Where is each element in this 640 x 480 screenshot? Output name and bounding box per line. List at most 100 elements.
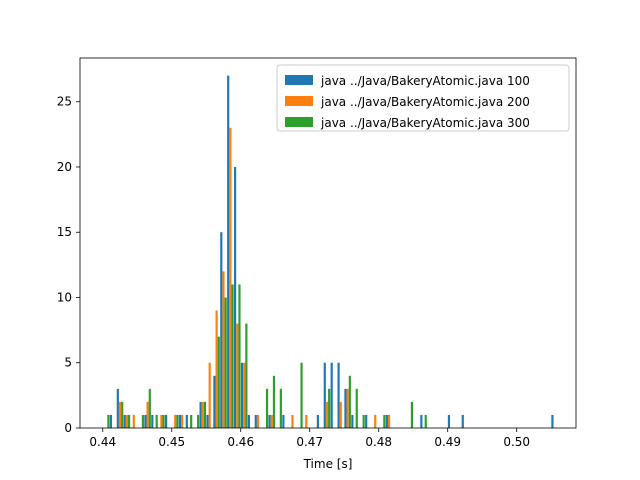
bar-series-3-24: [383, 414, 386, 428]
bar-series-1-9: [206, 414, 209, 428]
bar-series-2-3: [146, 401, 149, 428]
legend-label-3: java ../Java/BakeryAtomic.java 300: [320, 116, 530, 130]
bar-series-1-14: [240, 362, 244, 428]
bar-series-2-0: [118, 401, 122, 428]
y-tick-label: 5: [64, 356, 72, 370]
legend-swatch-1: [285, 75, 313, 85]
bar-series-2-13: [243, 362, 246, 428]
y-tick-label: 15: [57, 225, 72, 239]
bar-series-2-18: [325, 401, 329, 428]
bar-series-2-5: [174, 414, 177, 428]
bar-series-3-2: [128, 414, 131, 428]
bar-series-2-12: [236, 323, 239, 428]
bar-series-1-12: [227, 75, 230, 429]
bar-series-2-16: [291, 414, 294, 428]
bar-series-3-1: [121, 401, 124, 428]
bar-series-3-16: [265, 388, 269, 428]
x-tick-label: 0.47: [296, 435, 323, 449]
bar-series-1-27: [420, 414, 423, 428]
bar-series-1-13: [234, 166, 237, 429]
bar-series-1-2: [123, 414, 126, 428]
bar-series-1-30: [551, 414, 554, 428]
bar-series-3-15: [245, 323, 248, 428]
bar-series-1-17: [268, 414, 271, 428]
bar-series-3-23: [362, 414, 365, 428]
legend: java ../Java/BakeryAtomic.java 100 java .…: [276, 64, 570, 132]
bar-series-2-17: [305, 414, 308, 428]
bar-series-3-14: [238, 284, 241, 428]
bar-series-3-5: [155, 414, 158, 428]
bar-series-2-10: [222, 271, 225, 428]
bar-series-1-4: [151, 414, 154, 428]
x-tick-label: 0.44: [89, 435, 116, 449]
bar-series-3-11: [217, 336, 220, 428]
bar-series-3-13: [231, 284, 234, 428]
y-tick-label: 10: [57, 290, 72, 304]
bar-series-1-21: [330, 362, 333, 428]
bar-series-1-20: [323, 362, 326, 428]
bar-series-2-1: [125, 414, 128, 428]
bar-series-1-18: [282, 414, 285, 428]
bar-series-2-20: [346, 388, 349, 428]
bar-series-3-12: [224, 297, 227, 428]
bar-series-2-2: [132, 414, 135, 428]
bar-series-2-7: [201, 401, 204, 428]
bar-series-3-22: [355, 388, 358, 428]
y-ticks: 0 5 10 15 20 25: [57, 95, 80, 435]
bar-series-1-26: [385, 414, 388, 428]
bar-series-1-25: [365, 414, 368, 428]
bar-series-1-5: [165, 414, 168, 428]
bar-series-2-15: [270, 414, 273, 428]
bar-series-1-19: [316, 414, 319, 428]
bar-series-3-0: [107, 414, 110, 428]
bar-series-2-22: [387, 414, 391, 428]
bar-series-2-14: [256, 414, 260, 428]
bar-series-2-4: [160, 414, 163, 428]
legend-box: [276, 64, 570, 132]
bar-series-1-10: [213, 375, 216, 428]
bar-series-3-17: [272, 375, 276, 428]
bar-series-3-7: [176, 414, 179, 428]
x-tick-label: 0.46: [227, 435, 254, 449]
bar-series-3-21: [348, 375, 351, 428]
x-tick-label: 0.50: [503, 435, 530, 449]
bar-series-3-19: [300, 362, 303, 428]
bar-series-3-10: [203, 401, 207, 428]
x-tick-label: 0.48: [365, 435, 392, 449]
bar-series-2-8: [208, 362, 211, 428]
bar-series-3-3: [141, 414, 144, 428]
bar-series-1-29: [461, 414, 464, 428]
bar-series-1-6: [178, 414, 181, 428]
bar-series-1-15: [247, 414, 250, 428]
bar-series-2-11: [229, 127, 232, 428]
y-tick-label: 25: [57, 95, 72, 109]
x-axis-label: Time [s]: [303, 457, 353, 471]
legend-label-1: java ../Java/BakeryAtomic.java 100: [320, 74, 530, 88]
axes-layer: [79, 57, 577, 429]
x-tick-label: 0.45: [158, 435, 185, 449]
bar-series-3-6: [162, 414, 165, 428]
bar-series-2-6: [181, 414, 184, 428]
bar-series-1-0: [109, 414, 113, 428]
y-tick-label: 20: [57, 160, 72, 174]
bar-series-3-9: [196, 414, 200, 428]
bar-series-3-25: [410, 401, 414, 428]
bar-series-3-26: [424, 414, 427, 428]
bar-series-2-9: [215, 310, 218, 428]
bar-series-1-22: [337, 362, 340, 428]
bar-series-1-1: [116, 388, 119, 428]
y-tick-label: 0: [64, 421, 72, 435]
bar-series-2-19: [339, 401, 342, 428]
x-ticks: 0.44 0.45 0.46 0.47 0.48 0.49 0.50: [89, 428, 530, 449]
bar-series-3-20: [328, 388, 331, 428]
bar-series-1-23: [344, 388, 347, 428]
bar-series-3-4: [148, 388, 151, 428]
bar-series-1-24: [351, 414, 354, 428]
x-tick-label: 0.49: [434, 435, 461, 449]
bar-series-3-18: [279, 388, 282, 428]
legend-swatch-2: [285, 96, 313, 106]
bars-layer: [107, 75, 554, 429]
bar-series-2-21: [374, 414, 377, 428]
legend-label-2: java ../Java/BakeryAtomic.java 200: [320, 95, 530, 109]
